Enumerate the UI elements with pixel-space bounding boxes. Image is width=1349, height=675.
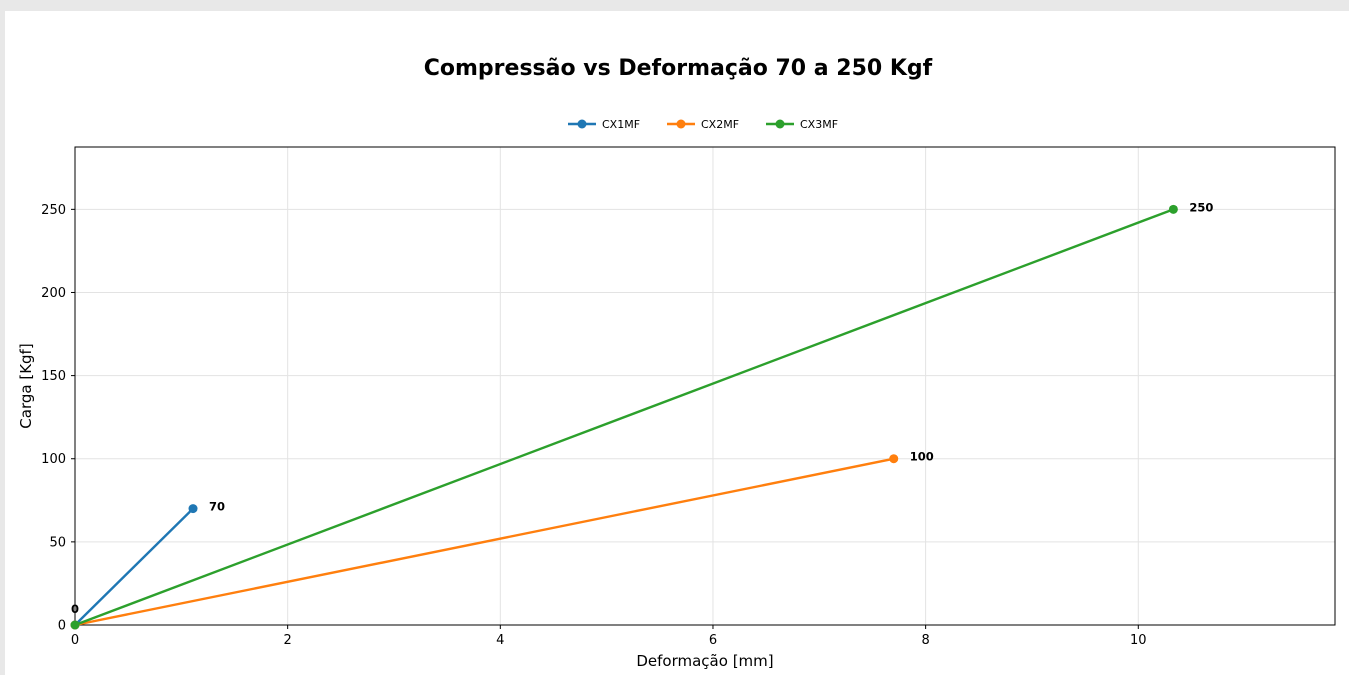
- chart-frame: Compressão vs Deformação 70 a 250 Kgf 0 2…: [5, 11, 1349, 675]
- x-tick-label: 0: [71, 633, 79, 648]
- data-point: [70, 620, 80, 630]
- legend-marker: [577, 119, 587, 129]
- data-point: [1168, 204, 1178, 214]
- data-point: [889, 454, 899, 464]
- data-label: 100: [910, 450, 934, 464]
- data-point: [188, 504, 198, 514]
- x-axis-label: Deformação [mm]: [636, 652, 773, 670]
- legend-label: CX2MF: [701, 118, 739, 131]
- legend: CX1MF CX2MF CX3MF: [568, 118, 838, 131]
- y-tick-label: 250: [41, 203, 66, 218]
- legend-marker: [775, 119, 785, 129]
- y-tick-label: 150: [41, 369, 66, 384]
- x-tick-label: 4: [496, 633, 504, 648]
- y-axis-label: Carga [Kgf]: [17, 343, 35, 428]
- series-layer: 70 100 0 250: [70, 200, 1213, 630]
- data-label: 0: [71, 602, 79, 616]
- y-tick-label: 100: [41, 452, 66, 467]
- data-label: 250: [1189, 200, 1213, 214]
- legend-label: CX3MF: [800, 118, 838, 131]
- x-tick-label: 6: [709, 633, 717, 648]
- series-line: [74, 457, 894, 627]
- y-tick-label: 200: [41, 286, 66, 301]
- legend-marker: [676, 119, 686, 129]
- y-tick-label: 50: [49, 535, 66, 550]
- x-tick-label: 10: [1130, 633, 1147, 648]
- data-label: 70: [209, 500, 225, 514]
- legend-label: CX1MF: [602, 118, 640, 131]
- x-tick-label: 2: [284, 633, 292, 648]
- x-tick-label: 8: [921, 633, 929, 648]
- chart-svg: Compressão vs Deformação 70 a 250 Kgf 0 2…: [17, 56, 1336, 670]
- series-line: [74, 208, 1174, 627]
- y-tick-label: 0: [58, 619, 66, 634]
- chart-title: Compressão vs Deformação 70 a 250 Kgf: [424, 56, 933, 81]
- plot-area: [74, 146, 1336, 626]
- series-line: [74, 507, 194, 626]
